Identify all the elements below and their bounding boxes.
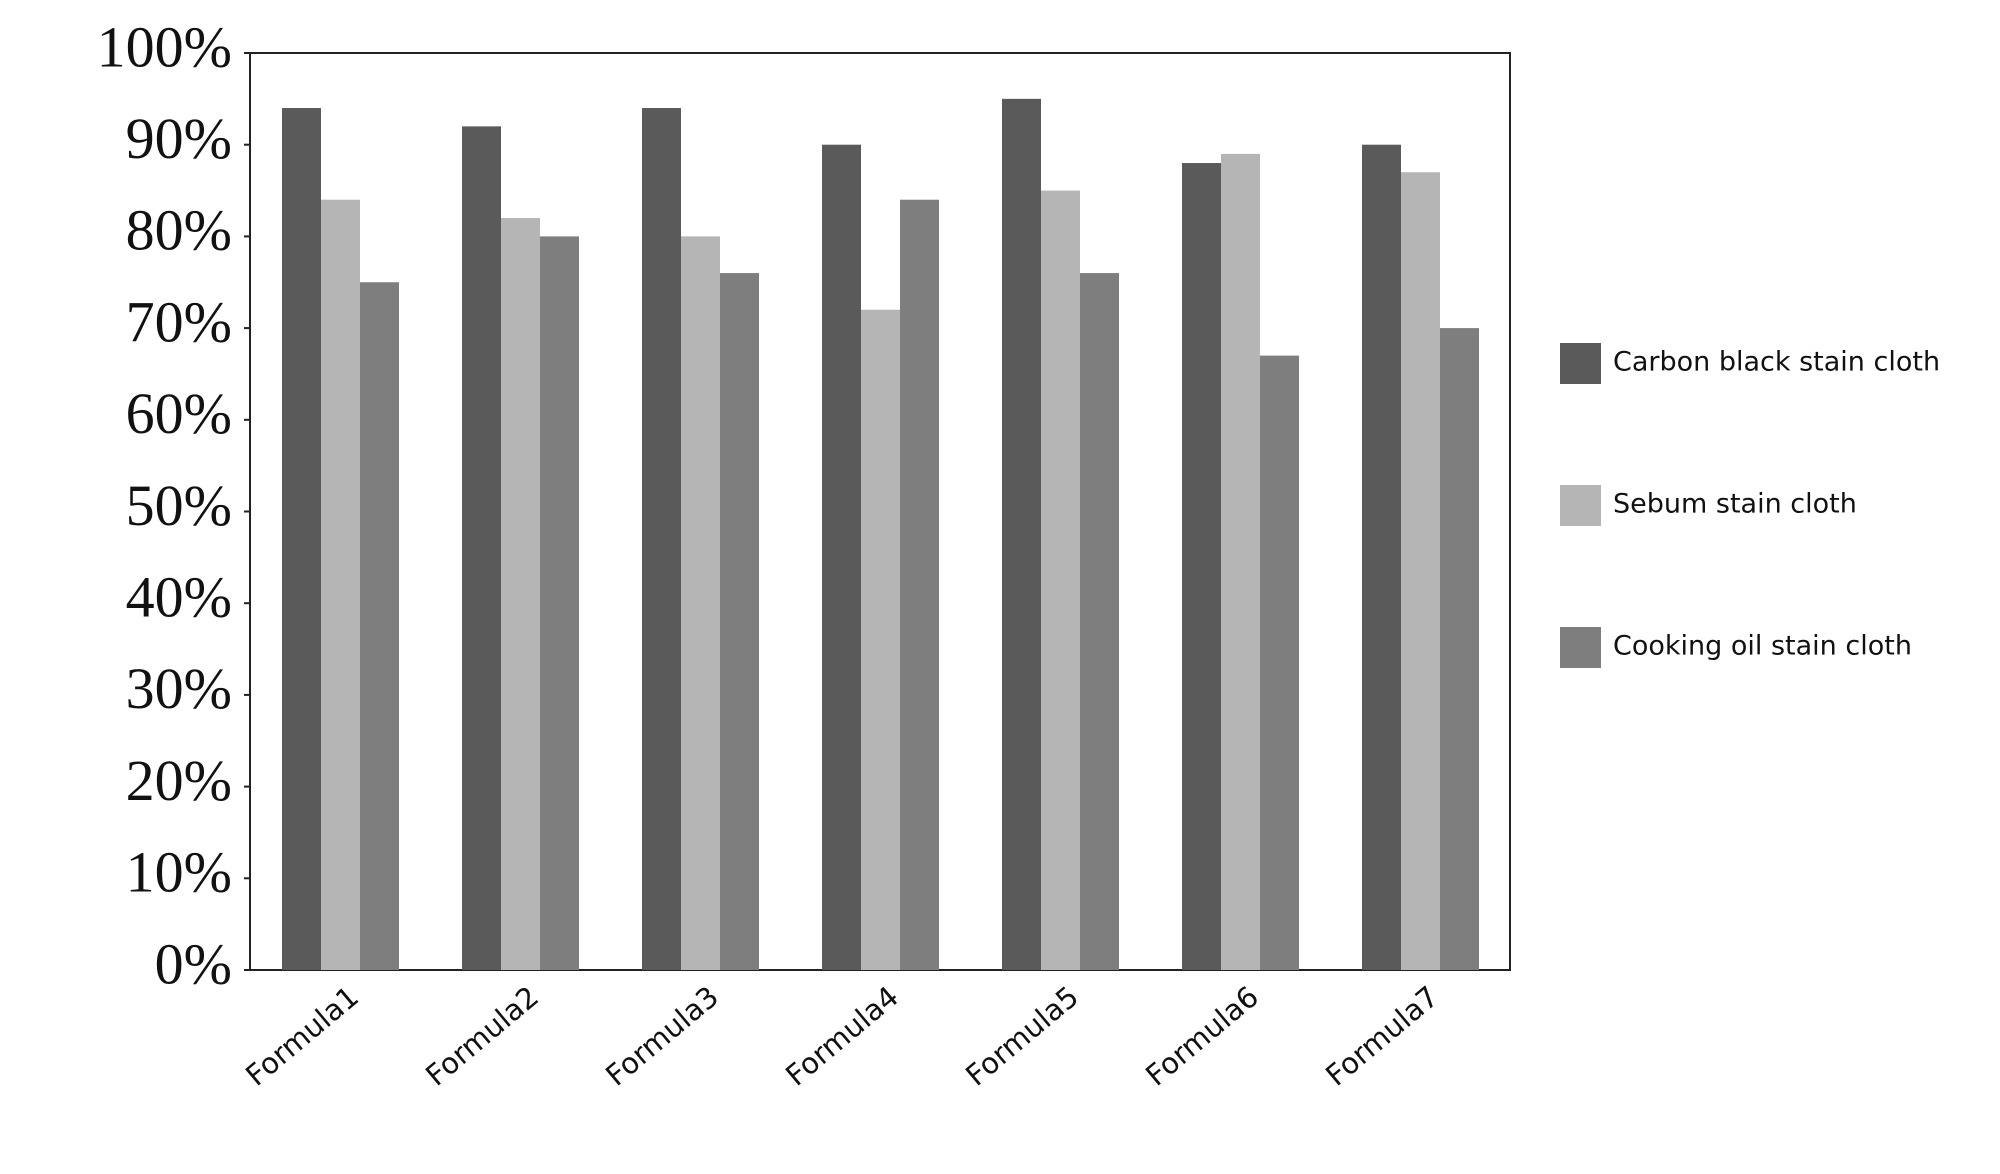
y-tick-label: 0% (155, 931, 232, 996)
bar (540, 236, 579, 970)
bar (900, 199, 939, 971)
x-tick-label: Formula6 (1139, 979, 1265, 1092)
y-tick-label: 50% (126, 473, 232, 538)
y-tick-label: 80% (126, 198, 232, 263)
x-tick-label: Formula1 (239, 979, 365, 1092)
bar (1440, 328, 1479, 971)
bar (681, 236, 720, 970)
bar (360, 282, 399, 970)
bar (282, 108, 321, 970)
x-tick-label: Formula2 (419, 979, 545, 1092)
bar (1362, 144, 1401, 970)
x-tick-label: Formula4 (779, 979, 905, 1092)
y-tick-label: 60% (126, 381, 232, 446)
bar (1041, 190, 1080, 971)
bar (861, 309, 900, 970)
x-tick-label: Formula3 (599, 979, 725, 1092)
bar (1221, 153, 1260, 970)
bar (720, 273, 759, 971)
y-tick-label: 40% (126, 565, 232, 630)
legend-swatch (1560, 485, 1601, 526)
bar (1260, 355, 1299, 970)
bar (321, 199, 360, 971)
legend-swatch (1560, 343, 1601, 384)
legend-label: Carbon black stain cloth (1613, 347, 1940, 378)
bar (822, 144, 861, 970)
bar (462, 126, 501, 971)
x-tick-label: Formula5 (959, 979, 1085, 1092)
y-tick-label: 100% (97, 14, 232, 79)
legend-swatch (1560, 627, 1601, 668)
y-tick-label: 90% (126, 106, 232, 171)
bar (1002, 98, 1041, 971)
bar (1401, 172, 1440, 970)
bar (642, 108, 681, 970)
legend-label: Cooking oil stain cloth (1613, 631, 1912, 662)
bar (501, 218, 540, 970)
bar (1080, 273, 1119, 971)
y-tick-label: 70% (126, 289, 232, 354)
x-tick-label: Formula7 (1319, 979, 1445, 1092)
y-tick-label: 10% (126, 840, 232, 905)
y-tick-label: 20% (126, 748, 232, 813)
legend-label: Sebum stain cloth (1613, 489, 1857, 520)
y-tick-label: 30% (126, 656, 232, 721)
bar (1182, 163, 1221, 971)
